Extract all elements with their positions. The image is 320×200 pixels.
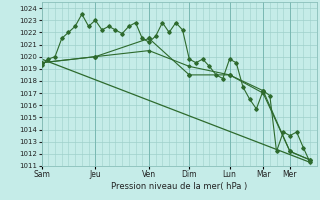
X-axis label: Pression niveau de la mer( hPa ): Pression niveau de la mer( hPa ) xyxy=(111,182,247,191)
